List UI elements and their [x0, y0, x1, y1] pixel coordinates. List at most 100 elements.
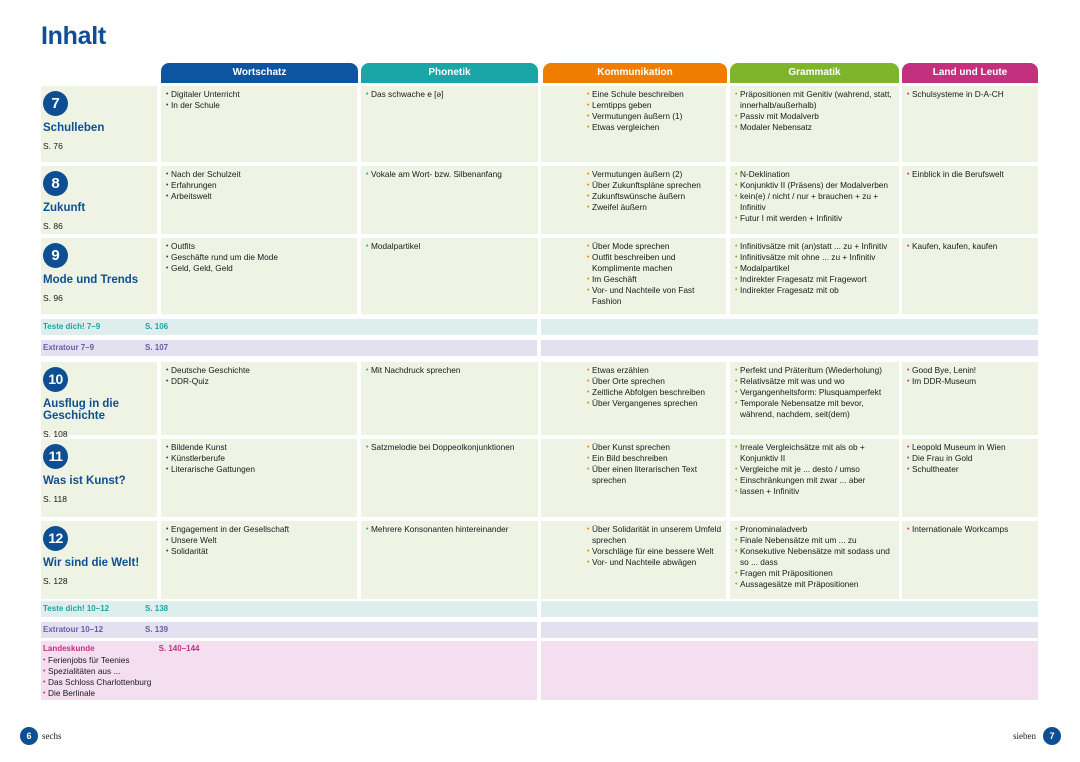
list-item: Vergangenheitsform: Plusquamperfekt [735, 387, 895, 398]
extratour-label: Extratour 7–9 [43, 343, 95, 352]
grammatik-cell: Irreale Vergleichsätze mit als ob + Konj… [730, 439, 899, 517]
unit-page: S. 96 [43, 293, 63, 303]
unit-number-badge: 11 [43, 444, 68, 469]
list-item: Konjunktiv II (Präsens) der Modalverben [735, 180, 895, 191]
phonetik-cell: Mehrere Konsonanten hintereinander [361, 521, 538, 599]
unit-title: Mode und Trends [43, 274, 139, 286]
list-item: Pronominaladverb [735, 524, 895, 535]
list-item: Outfit beschreiben und Komplimente mache… [587, 252, 722, 274]
unit-page: S. 128 [43, 576, 68, 586]
teste-page: S. 106 [145, 322, 169, 331]
land-und-leute-cell: Leopold Museum in WienDie Frau in GoldSc… [902, 439, 1038, 517]
page-number-left: 6 [20, 727, 38, 745]
land-und-leute-cell: Internationale Workcamps [902, 521, 1038, 599]
list-item: Zukunftswünsche äußern [587, 191, 722, 202]
extratour-page: S. 139 [145, 625, 169, 634]
grammatik-cell: N-DeklinationKonjunktiv II (Präsens) der… [730, 166, 899, 234]
list-item: In der Schule [166, 100, 353, 111]
unit-info-cell: 10 Ausflug in die Geschichte S. 108 [41, 362, 157, 439]
list-item: Schulsysteme in D-A-CH [907, 89, 1034, 100]
list-item: Über Kunst sprechen [587, 442, 722, 453]
list-item: Vermutungen äußern (2) [587, 169, 722, 180]
extratour-bar-2: Extratour 10–12 S. 139 [41, 622, 1038, 638]
land-und-leute-cell: Einblick in die Berufswelt [902, 166, 1038, 234]
land-und-leute-cell: Kaufen, kaufen, kaufen [902, 238, 1038, 314]
list-item: Nach der Schulzeit [166, 169, 353, 180]
unit-info-cell: 8 Zukunft S. 86 [41, 166, 157, 234]
list-item: Satzmelodie bei Doppeolkonjunktionen [366, 442, 534, 453]
teste-dich-bar-2: Teste dich! 10–12 S. 138 [41, 601, 1038, 617]
page-word-left: sechs [42, 731, 62, 741]
list-item: Über Mode sprechen [587, 241, 722, 252]
list-item: Etwas erzählen [587, 365, 722, 376]
kommunikation-cell: Etwas erzählenÜber Orte sprechenZeitlich… [541, 362, 726, 435]
list-item: Zweifel äußern [587, 202, 722, 213]
extratour-label: Extratour 10–12 [43, 625, 104, 634]
list-item: Geld, Geld, Geld [166, 263, 353, 274]
kommunikation-cell: Vermutungen äußern (2)Über Zukunftspläne… [541, 166, 726, 234]
list-item: Konsekutive Nebensätze mit sodass und so… [735, 546, 895, 568]
wortschatz-cell: Bildende KunstKünstlerberufeLiterarische… [161, 439, 357, 517]
list-item: Lerntipps geben [587, 100, 722, 111]
kommunikation-cell: Über Kunst sprechenEin Bild beschreibenÜ… [541, 439, 726, 517]
unit-row: 12 Wir sind die Welt! S. 128 Engagement in … [41, 521, 1038, 599]
list-item: Ferienjobs für Teenies [43, 655, 535, 666]
list-item: Vokale am Wort- bzw. Silbenanfang [366, 169, 534, 180]
wortschatz-cell: Nach der SchulzeitErfahrungenArbeitswelt [161, 166, 357, 234]
header-wortschatz: Wortschatz [161, 63, 358, 83]
list-item: Leopold Museum in Wien [907, 442, 1034, 453]
header-grammatik: Grammatik [730, 63, 899, 83]
phonetik-cell: Modalpartikel [361, 238, 538, 314]
list-item: Im DDR-Museum [907, 376, 1034, 387]
list-item: DDR-Quiz [166, 376, 353, 387]
phonetik-cell: Mit Nachdruck sprechen [361, 362, 538, 435]
list-item: Internationale Workcamps [907, 524, 1034, 535]
unit-info-cell: 7 Schulleben S. 76 [41, 86, 157, 162]
list-item: Schultheater [907, 464, 1034, 475]
grammatik-cell: Perfekt und Präteritum (Wiederholung)Rel… [730, 362, 899, 435]
list-item: Das schwache e [ə] [366, 89, 534, 100]
unit-number-badge: 9 [43, 243, 68, 268]
list-item: Solidarität [166, 546, 353, 557]
land-und-leute-cell: Good Bye, Lenin!Im DDR-Museum [902, 362, 1038, 435]
list-item: Modaler Nebensatz [735, 122, 895, 133]
header-phonetik: Phonetik [361, 63, 538, 83]
list-item: Perfekt und Präteritum (Wiederholung) [735, 365, 895, 376]
list-item: Die Berlinale [43, 688, 535, 699]
wortschatz-cell: OutfitsGeschäfte rund um die ModeGeld, G… [161, 238, 357, 314]
wortschatz-cell: Deutsche GeschichteDDR-Quiz [161, 362, 357, 435]
list-item: Deutsche Geschichte [166, 365, 353, 376]
kommunikation-cell: Eine Schule beschreibenLerntipps gebenVe… [541, 86, 726, 162]
list-item: kein(e) / nicht / nur + brauchen + zu + … [735, 191, 895, 213]
list-item: Digitaler Unterricht [166, 89, 353, 100]
header-kommunikation: Kommunikation [543, 63, 727, 83]
list-item: Über Solidarität in unserem Umfeld sprec… [587, 524, 722, 546]
page-word-right: sieben [1013, 731, 1036, 741]
list-item: Aussagesätze mit Präpositionen [735, 579, 895, 590]
list-item: Fragen mit Präpositionen [735, 568, 895, 579]
unit-row: 7 Schulleben S. 76 Digitaler UnterrichtIn d… [41, 86, 1038, 162]
list-item: Futur I mit werden + Infinitiv [735, 213, 895, 224]
teste-page: S. 138 [145, 604, 169, 613]
wortschatz-cell: Engagement in der GesellschaftUnsere Wel… [161, 521, 357, 599]
list-item: Irreale Vergleichsätze mit als ob + Konj… [735, 442, 895, 464]
list-item: Literarische Gattungen [166, 464, 353, 475]
list-item: Einschränkungen mit zwar ... aber [735, 475, 895, 486]
list-item: N-Deklination [735, 169, 895, 180]
wortschatz-cell: Digitaler UnterrichtIn der Schule [161, 86, 357, 162]
list-item: Über einen literarischen Text sprechen [587, 464, 722, 486]
phonetik-cell: Das schwache e [ə] [361, 86, 538, 162]
list-item: Erfahrungen [166, 180, 353, 191]
list-item: Good Bye, Lenin! [907, 365, 1034, 376]
unit-row: 8 Zukunft S. 86 Nach der SchulzeitErfahrung… [41, 166, 1038, 234]
phonetik-cell: Satzmelodie bei Doppeolkonjunktionen [361, 439, 538, 517]
list-item: Künstlerberufe [166, 453, 353, 464]
grammatik-cell: PronominaladverbFinale Nebensätze mit um… [730, 521, 899, 599]
list-item: Vor- und Nachteile abwägen [587, 557, 722, 568]
unit-info-cell: 9 Mode und Trends S. 96 [41, 238, 157, 314]
list-item: Über Orte sprechen [587, 376, 722, 387]
list-item: Eine Schule beschreiben [587, 89, 722, 100]
unit-page: S. 86 [43, 221, 63, 231]
list-item: Outfits [166, 241, 353, 252]
land-und-leute-cell: Schulsysteme in D-A-CH [902, 86, 1038, 162]
